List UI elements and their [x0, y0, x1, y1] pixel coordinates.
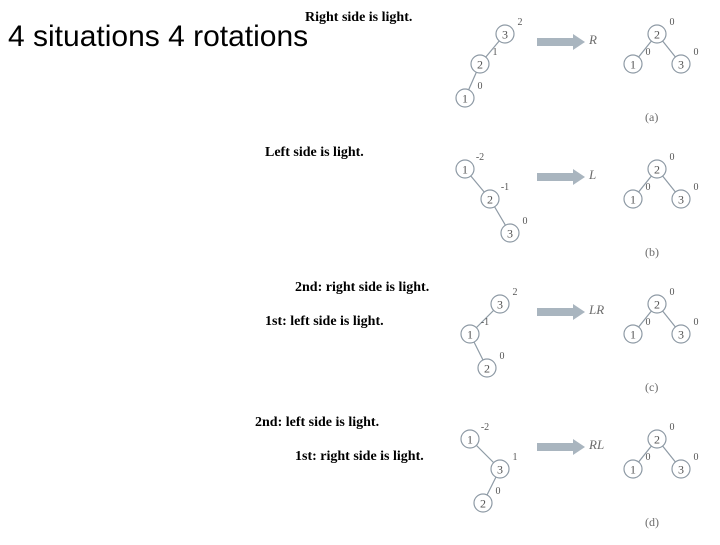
case-sublabel: (b)	[645, 245, 659, 260]
case-b: Left side is light.1-22-130L201030(b)	[265, 145, 710, 275]
tree-c-before: 321-120	[445, 286, 525, 386]
diagram-area: 322110R201030(a)	[445, 10, 710, 140]
svg-text:3: 3	[507, 227, 513, 241]
svg-text:-1: -1	[501, 182, 509, 193]
rotation-label: R	[589, 32, 597, 48]
svg-text:1: 1	[462, 92, 468, 106]
svg-text:3: 3	[497, 463, 503, 477]
svg-text:1: 1	[513, 452, 518, 463]
svg-text:2: 2	[654, 298, 660, 312]
diagram-area: 1-22-130L201030(b)	[445, 145, 710, 275]
svg-text:2: 2	[654, 433, 660, 447]
rotation-arrow: R	[537, 34, 585, 50]
svg-text:0: 0	[646, 47, 651, 58]
svg-text:2: 2	[480, 497, 486, 511]
svg-text:0: 0	[670, 422, 675, 433]
case-sublabel: (c)	[645, 380, 658, 395]
svg-text:2: 2	[518, 17, 523, 28]
diagram-area: 321-120LR201030(c)	[445, 280, 710, 410]
svg-text:2: 2	[484, 362, 490, 376]
svg-text:0: 0	[646, 317, 651, 328]
rotation-label: RL	[589, 437, 604, 453]
diagram-area: 1-23120RL201030(d)	[445, 415, 710, 545]
tree-b-before: 1 -2 2 -1 30	[445, 151, 525, 251]
svg-text:2: 2	[513, 287, 518, 298]
svg-text:0: 0	[694, 47, 699, 58]
svg-text:0: 0	[694, 452, 699, 463]
rotation-arrow: L	[537, 169, 585, 185]
tree-d-before: 1-23120	[445, 421, 525, 521]
page-title: 4 situations 4 rotations	[8, 18, 308, 56]
svg-text:1: 1	[630, 328, 636, 342]
tree-a-before: 322110	[445, 16, 525, 116]
svg-text:3: 3	[497, 298, 503, 312]
case-label: 2nd: left side is light.	[255, 415, 379, 431]
svg-text:0: 0	[670, 287, 675, 298]
svg-text:0: 0	[670, 17, 675, 28]
rotation-arrow: RL	[537, 439, 585, 455]
case-d: 2nd: left side is light.1st: right side …	[265, 415, 710, 545]
rotation-label: L	[589, 167, 596, 183]
svg-text:3: 3	[678, 463, 684, 477]
tree-b-after: 201030	[615, 151, 699, 221]
svg-text:0: 0	[694, 317, 699, 328]
svg-text:1: 1	[630, 193, 636, 207]
tree-d-after: 201030	[615, 421, 699, 491]
svg-text:0: 0	[496, 486, 501, 497]
svg-text:3: 3	[678, 193, 684, 207]
svg-text:-1: -1	[481, 317, 489, 328]
svg-text:0: 0	[646, 452, 651, 463]
tree-a-after: 201030	[615, 16, 699, 86]
case-label: Left side is light.	[265, 145, 364, 161]
svg-text:0: 0	[500, 351, 505, 362]
svg-text:2: 2	[477, 58, 483, 72]
svg-text:1: 1	[467, 328, 473, 342]
svg-text:0: 0	[478, 81, 483, 92]
svg-text:2: 2	[487, 193, 493, 207]
case-label: 1st: right side is light.	[295, 449, 424, 465]
case-label: 1st: left side is light.	[265, 314, 384, 330]
case-sublabel: (a)	[645, 110, 658, 125]
svg-text:3: 3	[502, 28, 508, 42]
svg-text:1: 1	[630, 58, 636, 72]
svg-text:0: 0	[670, 152, 675, 163]
svg-text:2: 2	[654, 28, 660, 42]
case-label: 2nd: right side is light.	[295, 280, 429, 296]
svg-text:1: 1	[493, 47, 498, 58]
svg-text:1: 1	[630, 463, 636, 477]
case-c: 2nd: right side is light. 1st: left side …	[265, 280, 710, 410]
svg-text:0: 0	[523, 216, 528, 227]
svg-text:1: 1	[467, 433, 473, 447]
case-sublabel: (d)	[645, 515, 659, 530]
svg-text:3: 3	[678, 328, 684, 342]
svg-text:0: 0	[694, 182, 699, 193]
tree-c-after: 201030	[615, 286, 699, 356]
svg-text:3: 3	[678, 58, 684, 72]
case-a: Right side is light.322110R201030(a)	[265, 10, 710, 140]
rotation-arrow: LR	[537, 304, 585, 320]
svg-text:-2: -2	[476, 152, 484, 163]
svg-text:1: 1	[462, 163, 468, 177]
svg-text:2: 2	[654, 163, 660, 177]
svg-text:-2: -2	[481, 422, 489, 433]
svg-text:0: 0	[646, 182, 651, 193]
rotation-label: LR	[589, 302, 604, 318]
case-label: Right side is light.	[305, 10, 412, 26]
